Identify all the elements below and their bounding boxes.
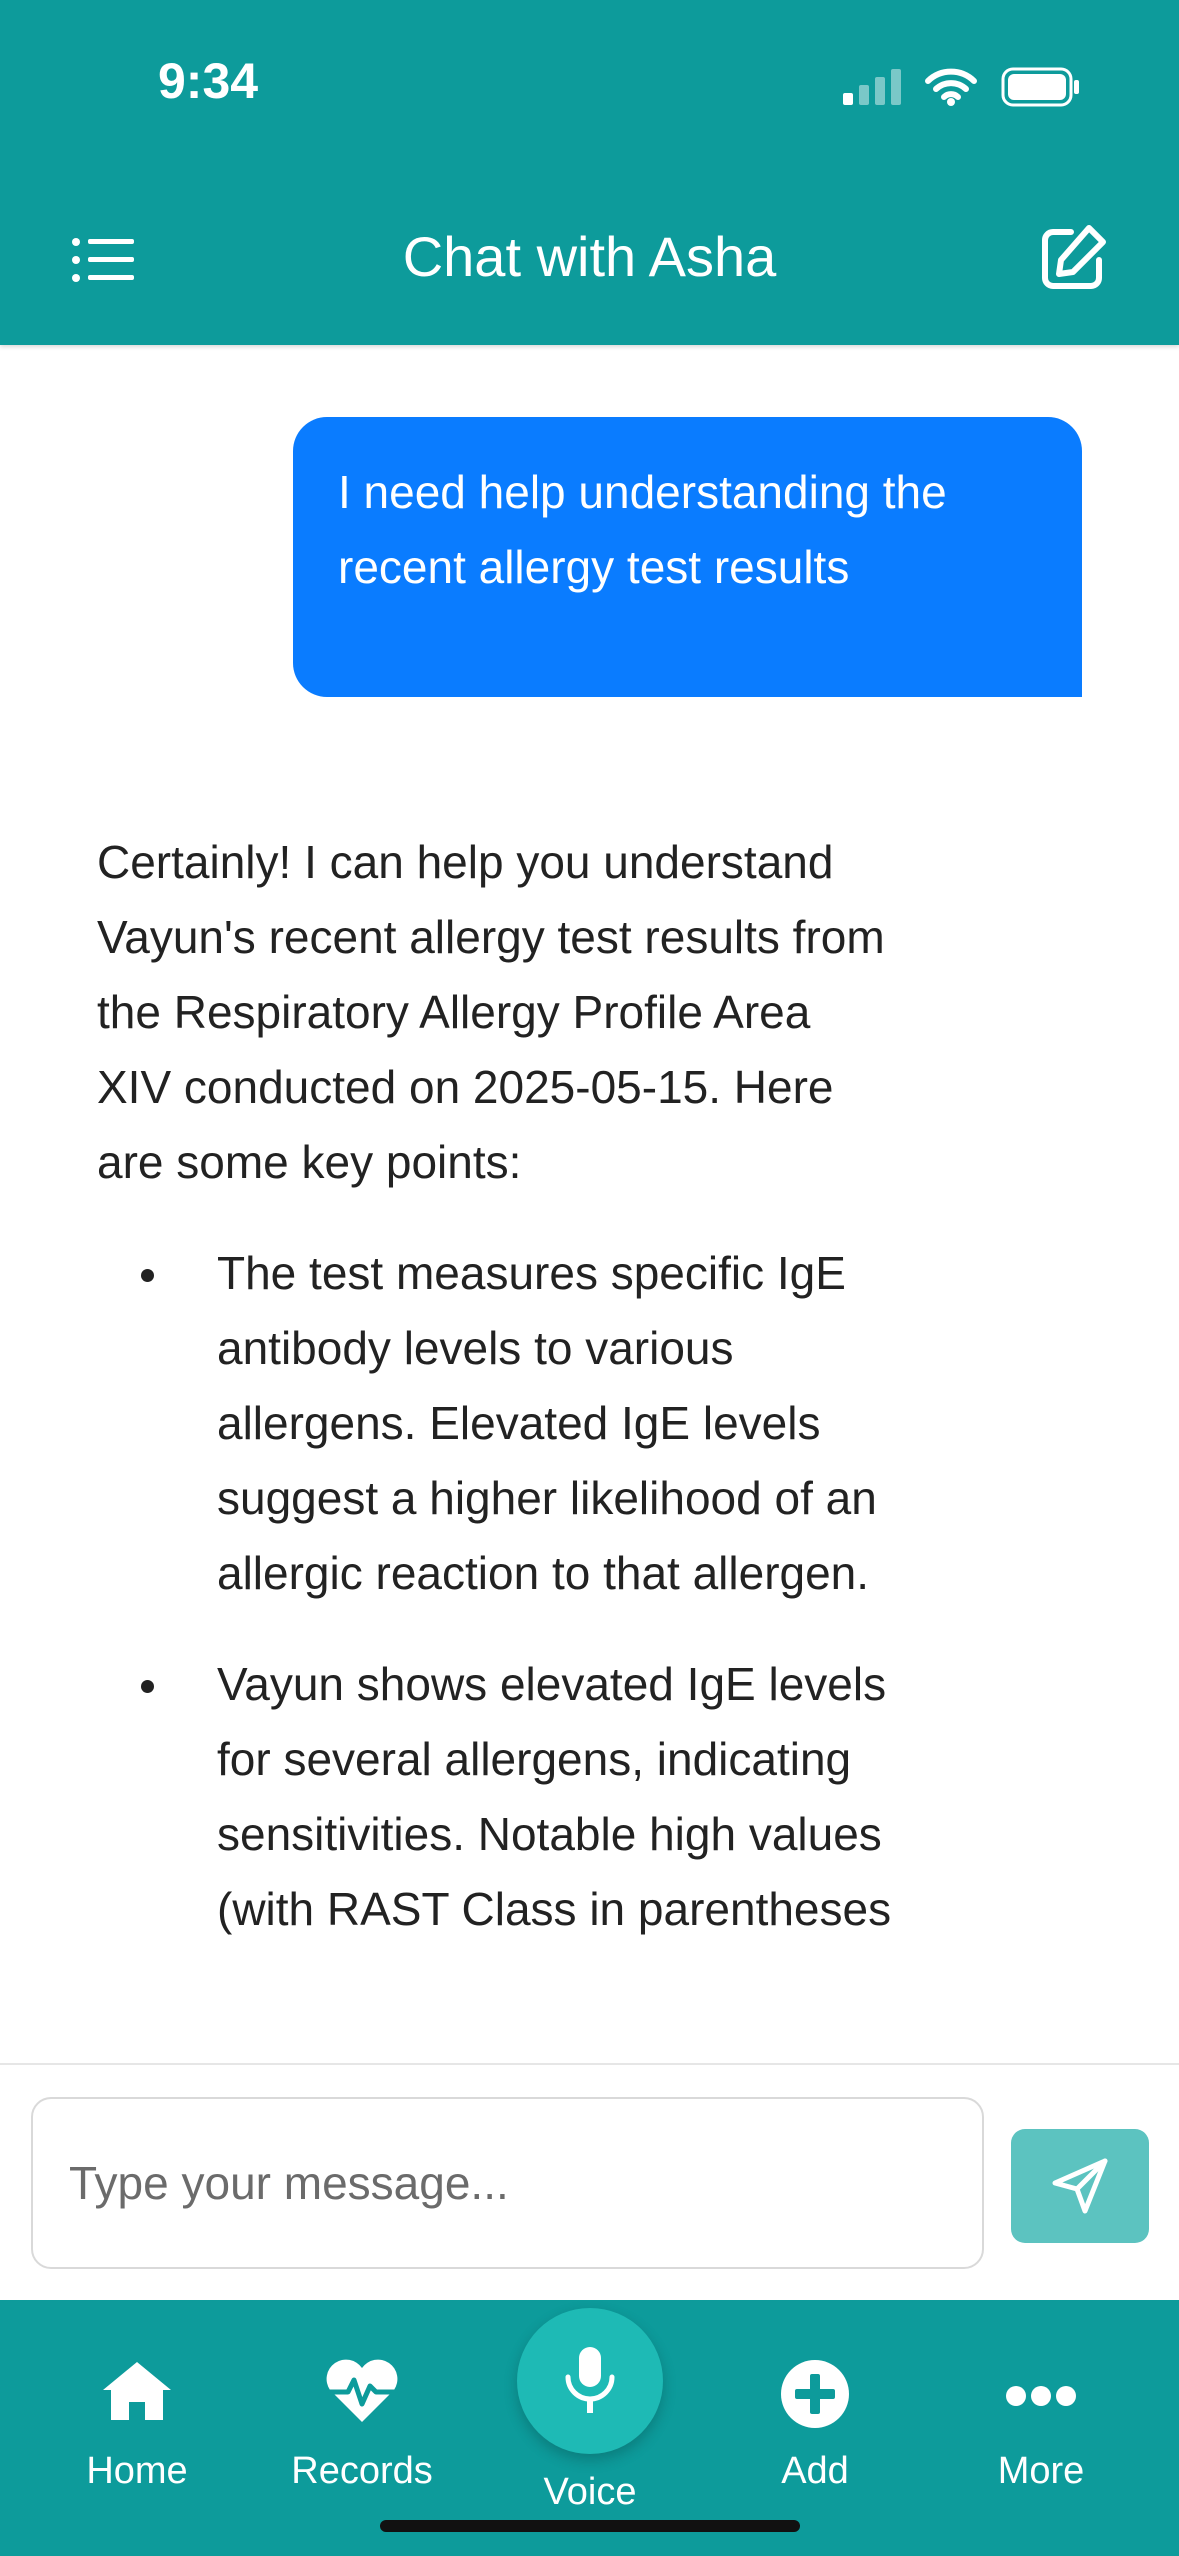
tab-add[interactable]: Add: [715, 2300, 915, 2556]
tab-records-label: Records: [291, 2450, 433, 2492]
new-chat-button[interactable]: [1037, 222, 1109, 294]
tab-voice[interactable]: Voice: [490, 2300, 690, 2556]
page-title: Chat with Asha: [402, 225, 777, 288]
microphone-icon: [565, 2347, 615, 2413]
list-item: Vayun shows elevated IgE levels for seve…: [97, 1647, 897, 1947]
bottom-tab-bar: Home Records Voice Add: [0, 2300, 1179, 2556]
message-composer: [0, 2063, 1179, 2302]
home-indicator: [380, 2520, 800, 2532]
message-input[interactable]: [31, 2097, 984, 2269]
chat-area[interactable]: I need help understanding the recent all…: [0, 345, 1179, 2063]
assistant-intro-text: Certainly! I can help you understand Vay…: [97, 836, 885, 1188]
wifi-icon: [925, 68, 977, 106]
list-item: The test measures specific IgE antibody …: [97, 1236, 897, 1611]
assistant-message: Certainly! I can help you understand Vay…: [97, 825, 897, 1983]
menu-button[interactable]: [70, 230, 140, 290]
tab-home-label: Home: [86, 2450, 188, 2492]
tab-add-label: Add: [781, 2450, 849, 2492]
compose-icon: [1042, 225, 1106, 289]
list-icon: [72, 238, 134, 282]
battery-icon: [1001, 67, 1079, 107]
more-dots-icon: [1006, 2386, 1076, 2406]
send-icon: [1052, 2158, 1108, 2214]
tab-more[interactable]: More: [941, 2300, 1141, 2556]
user-message-bubble: I need help understanding the recent all…: [293, 417, 1082, 697]
plus-circle-icon: [781, 2360, 849, 2428]
send-button[interactable]: [1011, 2129, 1149, 2243]
tab-home[interactable]: Home: [37, 2300, 237, 2556]
tab-records[interactable]: Records: [262, 2300, 462, 2556]
heart-pulse-icon: [326, 2359, 398, 2422]
status-time: 9:34: [158, 53, 259, 109]
tab-more-label: More: [997, 2450, 1085, 2492]
assistant-bullet-list: The test measures specific IgE antibody …: [97, 1236, 897, 1947]
home-icon: [103, 2362, 171, 2420]
tab-voice-label: Voice: [543, 2471, 637, 2513]
status-icons: [843, 62, 1081, 112]
cellular-signal-icon: [843, 69, 901, 105]
voice-button[interactable]: [517, 2308, 663, 2454]
app-header: 9:34 Chat with Asha: [0, 0, 1179, 345]
